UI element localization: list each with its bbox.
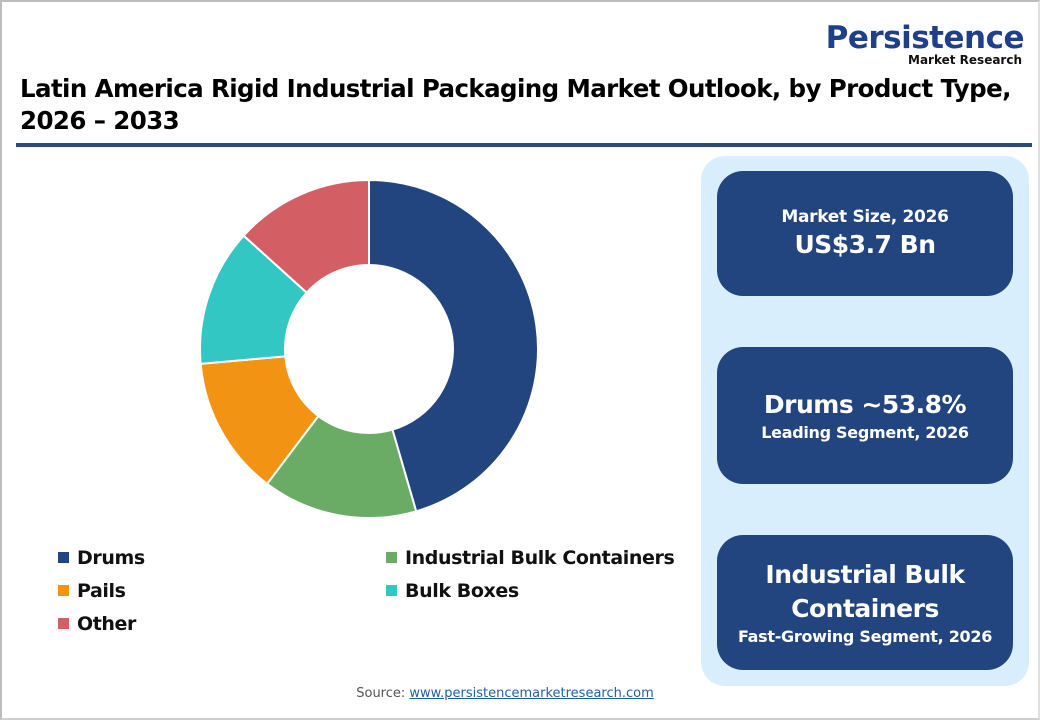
card-label: Leading Segment, 2026 <box>761 422 969 442</box>
legend-label: Bulk Boxes <box>405 579 519 602</box>
fast-growing-segment-card: Industrial Bulk Containers Fast-Growing … <box>717 535 1013 670</box>
legend-label: Other <box>77 612 137 635</box>
chart-legend: Drums Industrial Bulk Containers Pails B… <box>58 545 678 636</box>
donut-slice-other <box>242 178 370 295</box>
card-label: Market Size, 2026 <box>781 206 949 227</box>
legend-item-industrial-bulk-containers: Industrial Bulk Containers <box>386 545 686 570</box>
card-value: US$3.7 Bn <box>794 229 936 259</box>
legend-item-other: Other <box>58 611 386 636</box>
legend-swatch <box>58 585 69 596</box>
source-note: Source: www.persistencemarketresearch.co… <box>0 686 1010 701</box>
logo-name: Persistence <box>825 20 1025 56</box>
donut-slice-drums <box>368 178 539 513</box>
persistence-logo: Persistence Market Research <box>825 20 1025 67</box>
card-value: Industrial Bulk <box>765 559 965 589</box>
logo-tagline: Market Research <box>908 53 1022 67</box>
legend-swatch <box>386 585 397 596</box>
title-divider <box>16 143 1032 147</box>
legend-item-bulk-boxes: Bulk Boxes <box>386 578 686 603</box>
card-label: Fast-Growing Segment, 2026 <box>737 626 993 646</box>
legend-swatch <box>58 552 69 563</box>
legend-item-pails: Pails <box>58 578 386 603</box>
card-value: Drums ~53.8% <box>763 389 967 419</box>
legend-label: Industrial Bulk Containers <box>405 546 675 569</box>
legend-label: Drums <box>77 546 145 569</box>
source-link[interactable]: www.persistencemarketresearch.com <box>409 686 654 701</box>
source-label: Source: <box>356 686 406 701</box>
legend-label: Pails <box>77 579 126 602</box>
donut-chart <box>199 178 539 519</box>
chart-title: Latin America Rigid Industrial Packaging… <box>20 74 1011 135</box>
legend-swatch <box>386 552 397 563</box>
legend-swatch <box>58 618 69 629</box>
leading-segment-card: Drums ~53.8% Leading Segment, 2026 <box>717 347 1013 484</box>
highlights-panel: Market Size, 2026 US$3.7 Bn Drums ~53.8%… <box>701 156 1029 686</box>
legend-item-drums: Drums <box>58 545 386 570</box>
card-value: Containers <box>791 593 939 623</box>
market-size-card: Market Size, 2026 US$3.7 Bn <box>717 171 1013 296</box>
